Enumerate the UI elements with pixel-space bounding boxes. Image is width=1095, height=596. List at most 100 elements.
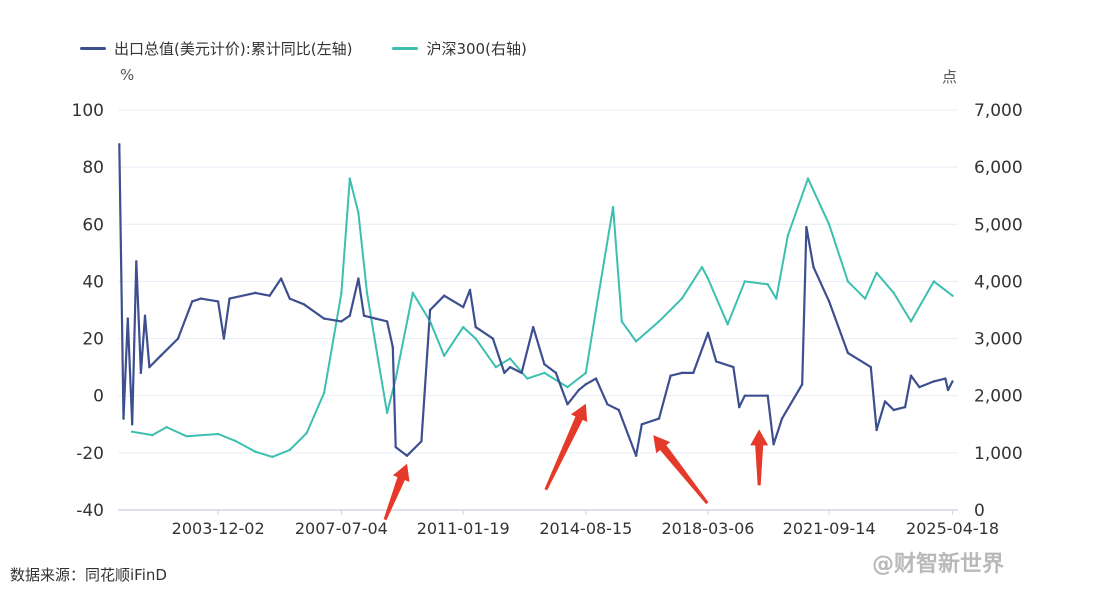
point-hs300 (165, 425, 168, 429)
arrow-shape (383, 463, 410, 521)
point-hs300 (131, 430, 134, 433)
legend-item-hs300[interactable]: 沪深300(右轴) (392, 38, 527, 59)
point-export (732, 365, 735, 369)
point-export (520, 371, 523, 375)
point-export (216, 300, 220, 303)
point-export (420, 440, 423, 443)
point-hs300 (271, 455, 274, 459)
point-export (118, 143, 121, 146)
point-export (461, 305, 465, 309)
point-export (812, 265, 815, 269)
legend-item-export[interactable]: 出口总值(美元计价):累计同比(左轴) (80, 38, 352, 59)
point-export (191, 300, 194, 303)
point-export (577, 388, 580, 392)
point-export (340, 320, 343, 323)
point-hs300 (827, 223, 831, 226)
right-tick-label: 4,000 (974, 272, 1023, 292)
point-hs300 (494, 365, 498, 369)
annotation-arrow (653, 435, 709, 505)
point-hs300 (543, 371, 546, 375)
point-hs300 (863, 297, 867, 300)
point-export (800, 383, 804, 386)
left-axis-unit: % (120, 66, 135, 84)
point-hs300 (365, 291, 369, 295)
point-hs300 (892, 291, 895, 295)
point-export (714, 360, 718, 363)
point-hs300 (806, 177, 810, 180)
point-export (566, 403, 569, 406)
point-export (131, 423, 134, 426)
point-export (706, 331, 710, 335)
point-export (391, 345, 395, 349)
point-export (491, 337, 495, 340)
point-export (122, 417, 125, 420)
point-hs300 (611, 205, 615, 209)
arrow-shape (653, 435, 709, 505)
point-hs300 (726, 323, 729, 326)
point-hs300 (680, 297, 684, 300)
point-hs300 (185, 435, 188, 438)
point-export (474, 325, 477, 329)
left-tick-label: 0 (93, 387, 104, 407)
right-tick-label: 5,000 (974, 215, 1023, 235)
point-export (348, 314, 351, 317)
point-hs300 (584, 371, 588, 375)
right-tick-label: 6,000 (974, 158, 1023, 178)
left-axis-ticks: -40 -20 0 20 40 60 80 100 (72, 101, 104, 521)
point-hs300 (348, 177, 351, 180)
point-export (944, 377, 947, 380)
point-hs300 (566, 385, 569, 389)
x-axis-ticks: 2003-12-02 2007-07-04 2011-01-19 2014-08-15… (172, 510, 999, 538)
x-tick-label: 2003-12-02 (172, 519, 265, 538)
point-hs300 (461, 325, 465, 329)
point-export (288, 297, 291, 300)
point-hs300 (932, 280, 936, 283)
legend: 出口总值(美元计价):累计同比(左轴) 沪深300(右轴) (80, 38, 527, 59)
point-hs300 (216, 432, 220, 436)
point-export (357, 277, 360, 280)
legend-swatch-hs300 (392, 47, 419, 50)
point-export (228, 297, 231, 300)
point-export (302, 303, 306, 306)
point-hs300 (322, 391, 326, 395)
point-export (892, 408, 895, 412)
point-hs300 (657, 320, 661, 323)
point-hs300 (766, 283, 769, 286)
right-tick-label: 2,000 (974, 387, 1023, 407)
point-export (148, 365, 151, 369)
right-axis-unit: 点 (942, 68, 958, 86)
point-hs300 (620, 320, 623, 323)
left-tick-label: 20 (82, 330, 104, 350)
point-export (268, 294, 271, 297)
point-export (139, 371, 143, 375)
point-export (428, 308, 432, 312)
x-tick-label: 2014-08-15 (539, 519, 632, 538)
point-hs300 (634, 340, 638, 343)
point-export (543, 363, 546, 366)
point-export (374, 317, 377, 320)
point-export (254, 291, 257, 295)
point-hs300 (474, 337, 477, 340)
legend-swatch-export (80, 47, 106, 50)
annotation-arrow (750, 429, 769, 486)
point-hs300 (377, 360, 380, 363)
point-export (680, 371, 684, 375)
point-export (634, 454, 638, 457)
point-export (531, 325, 535, 329)
point-hs300 (428, 320, 432, 323)
point-hs300 (909, 320, 913, 323)
point-export (385, 320, 389, 323)
point-export (846, 351, 850, 355)
point-export (946, 388, 950, 392)
right-axis-ticks: 0 1,000 2,000 3,000 4,000 5,000 6,000 7,000 (974, 101, 1023, 521)
point-hs300 (743, 280, 746, 283)
grid-lines (118, 109, 958, 454)
point-hs300 (875, 271, 878, 275)
x-tick-label: 2021-09-14 (783, 519, 876, 538)
point-hs300 (951, 294, 954, 297)
left-tick-label: -40 (76, 501, 104, 521)
left-tick-label: -20 (76, 444, 104, 464)
point-export (640, 423, 643, 426)
point-hs300 (594, 308, 598, 312)
